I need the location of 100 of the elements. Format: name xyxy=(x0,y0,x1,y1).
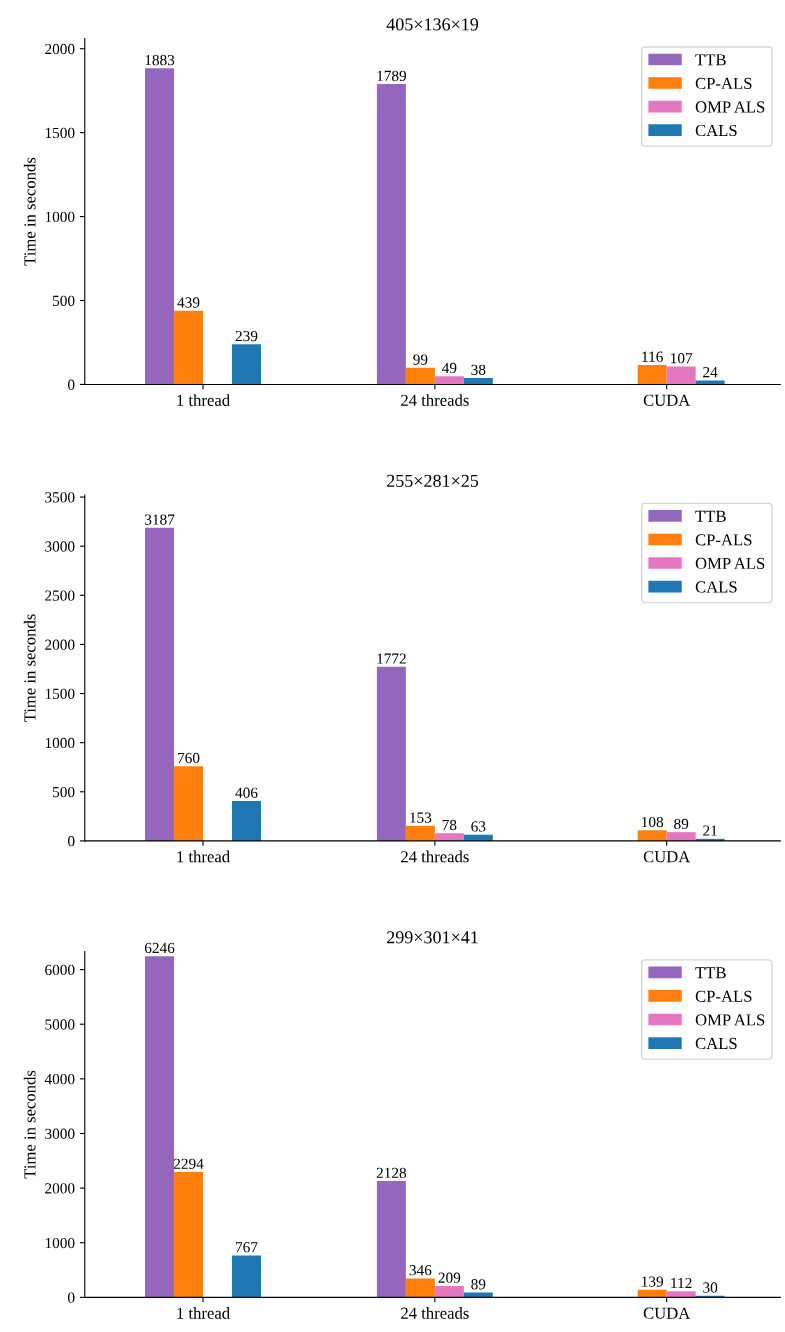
legend-label: CALS xyxy=(695,1037,737,1050)
x-tick-label: CUDA xyxy=(643,851,691,863)
data-label: 21 xyxy=(703,825,717,836)
data-label: 112 xyxy=(671,1277,692,1288)
legend-label: TTB xyxy=(695,967,726,979)
chart-title: 405×136×19 xyxy=(386,18,479,31)
y-tick-label: 1000 xyxy=(45,737,75,749)
y-tick-label: 500 xyxy=(53,295,75,306)
legend-label: TTB xyxy=(695,510,726,522)
data-label: 78 xyxy=(442,819,457,831)
bar xyxy=(405,1278,435,1298)
data-label: 107 xyxy=(671,353,693,364)
data-label: 24 xyxy=(703,367,718,378)
x-tick-label: 1 thread xyxy=(177,1307,230,1319)
bar xyxy=(405,367,435,385)
y-tick-label: 3500 xyxy=(45,492,75,503)
y-axis-title: Time in seconds xyxy=(23,157,36,266)
y-tick-label: 2500 xyxy=(45,590,75,601)
data-label: 2294 xyxy=(173,1158,204,1169)
bar xyxy=(405,825,435,841)
bar xyxy=(232,344,261,385)
data-label: 116 xyxy=(642,351,663,362)
bar xyxy=(174,1172,204,1298)
y-tick-label: 0 xyxy=(68,1292,75,1303)
legend-label: CP-ALS xyxy=(695,77,752,90)
data-label: 63 xyxy=(471,821,486,832)
bar xyxy=(434,376,464,385)
bar xyxy=(145,68,175,385)
bar xyxy=(434,833,464,841)
x-tick-label: CUDA xyxy=(643,1307,691,1319)
data-label: 439 xyxy=(177,297,200,308)
bar xyxy=(232,1255,261,1298)
data-label: 30 xyxy=(703,1282,718,1293)
bar xyxy=(145,527,175,841)
data-label: 1789 xyxy=(377,70,407,82)
y-tick-label: 3000 xyxy=(45,541,75,552)
legend-label: TTB xyxy=(695,54,726,66)
data-label: 2128 xyxy=(376,1167,407,1179)
y-axis-title: Time in seconds xyxy=(23,614,36,723)
legend-label: OMP ALS xyxy=(695,101,765,113)
data-label: 3187 xyxy=(145,514,175,525)
data-label: 760 xyxy=(178,752,200,764)
bar xyxy=(463,378,493,385)
bar xyxy=(376,1181,406,1298)
bar xyxy=(174,310,204,385)
legend-label: CALS xyxy=(695,124,737,137)
x-tick-label: 1 thread xyxy=(177,394,230,406)
y-tick-label: 5000 xyxy=(45,1019,75,1030)
x-tick-label: 24 threads xyxy=(401,850,469,863)
y-tick-label: 0 xyxy=(68,836,75,847)
y-tick-label: 1500 xyxy=(45,127,75,139)
bar xyxy=(232,801,261,841)
data-label: 209 xyxy=(438,1272,461,1283)
data-label: 1883 xyxy=(145,54,175,66)
y-tick-label: 2000 xyxy=(45,1183,75,1194)
bar xyxy=(376,666,406,841)
legend-label: OMP ALS xyxy=(695,557,765,570)
bar xyxy=(637,830,667,841)
data-label: 406 xyxy=(235,787,258,798)
data-label: 239 xyxy=(235,330,258,342)
bar xyxy=(637,364,667,385)
y-tick-label: 2000 xyxy=(45,43,75,55)
y-axis-title: Time in seconds xyxy=(23,1070,36,1179)
data-label: 346 xyxy=(409,1265,432,1276)
y-tick-label: 6000 xyxy=(45,964,75,976)
chart-title: 299×301×41 xyxy=(387,931,478,944)
y-tick-label: 1000 xyxy=(45,211,75,223)
y-tick-label: 1500 xyxy=(45,688,75,699)
data-label: 49 xyxy=(442,362,457,374)
bar xyxy=(637,1289,667,1298)
x-tick-label: CUDA xyxy=(643,394,691,406)
bar xyxy=(145,956,175,1298)
x-tick-label: 24 threads xyxy=(401,1307,469,1319)
y-tick-label: 1000 xyxy=(45,1237,75,1249)
legend-label: OMP ALS xyxy=(695,1014,765,1026)
y-tick-label: 0 xyxy=(68,379,75,390)
bar xyxy=(376,84,406,385)
chart-title: 255×281×25 xyxy=(387,474,479,487)
data-label: 153 xyxy=(410,812,432,823)
y-tick-label: 2000 xyxy=(45,639,75,650)
y-tick-label: 3000 xyxy=(45,1128,75,1139)
data-label: 6246 xyxy=(144,942,175,954)
bar xyxy=(434,1285,464,1298)
data-label: 99 xyxy=(413,354,428,365)
bar xyxy=(666,1291,696,1298)
bar xyxy=(666,366,696,385)
data-label: 139 xyxy=(642,1276,664,1287)
legend-label: CP-ALS xyxy=(695,990,752,1002)
bar xyxy=(174,766,204,841)
data-label: 89 xyxy=(471,1279,486,1290)
bar xyxy=(695,380,725,385)
y-tick-label: 500 xyxy=(53,786,75,798)
bar xyxy=(666,832,696,841)
data-label: 89 xyxy=(674,818,689,830)
data-label: 38 xyxy=(471,364,486,375)
data-label: 108 xyxy=(642,816,664,828)
data-label: 1772 xyxy=(377,653,406,664)
y-tick-label: 4000 xyxy=(44,1073,75,1085)
legend-label: CALS xyxy=(695,581,737,593)
x-tick-label: 24 threads xyxy=(401,394,469,406)
